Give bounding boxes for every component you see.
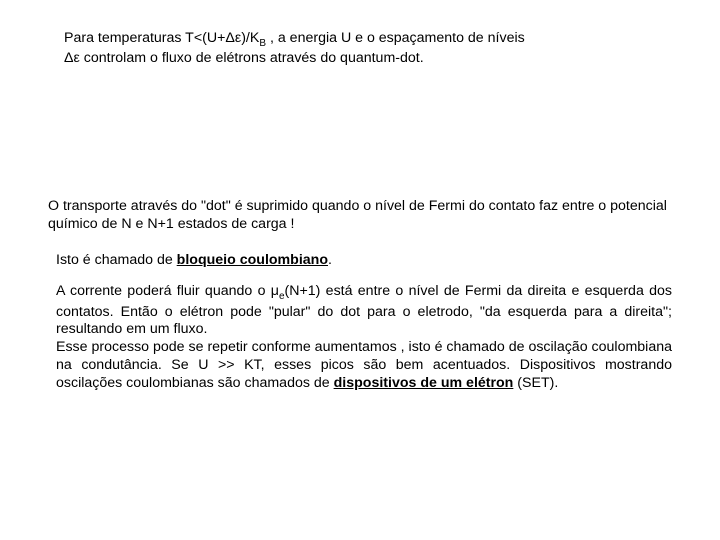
text: controlam o fluxo de elétrons através do… xyxy=(80,50,424,66)
text: Isto é chamado de xyxy=(56,252,177,268)
text: A corrente poderá fluir quando o xyxy=(56,283,271,299)
text: Para temperaturas T<(U+ xyxy=(64,30,225,46)
text: (SET). xyxy=(513,375,558,391)
subscript-b: B xyxy=(259,38,266,49)
paragraph-intro: Para temperaturas T<(U+Δε)/KB , a energi… xyxy=(64,30,672,68)
greek-delta-eps: Δε xyxy=(225,30,241,46)
greek-delta-eps: Δε xyxy=(64,50,80,66)
paragraph-current: A corrente poderá fluir quando o μe(N+1)… xyxy=(56,283,672,392)
term-bloqueio: bloqueio coulombiano xyxy=(177,252,328,268)
text: )/K xyxy=(241,30,259,46)
greek-mu: μ xyxy=(271,283,279,299)
text: , a energia U e o espaçamento de níveis xyxy=(266,30,525,46)
text: O transporte através do "dot" é suprimid… xyxy=(48,198,667,232)
term-set: dispositivos de um elétron xyxy=(334,375,514,391)
paragraph-transport: O transporte através do "dot" é suprimid… xyxy=(48,198,672,234)
text: Esse processo pode se repetir conforme a… xyxy=(56,339,401,355)
slide-page: Para temperaturas T<(U+Δε)/KB , a energi… xyxy=(0,0,720,540)
paragraph-blockade: Isto é chamado de bloqueio coulombiano. xyxy=(56,252,672,270)
text: . xyxy=(328,252,332,268)
